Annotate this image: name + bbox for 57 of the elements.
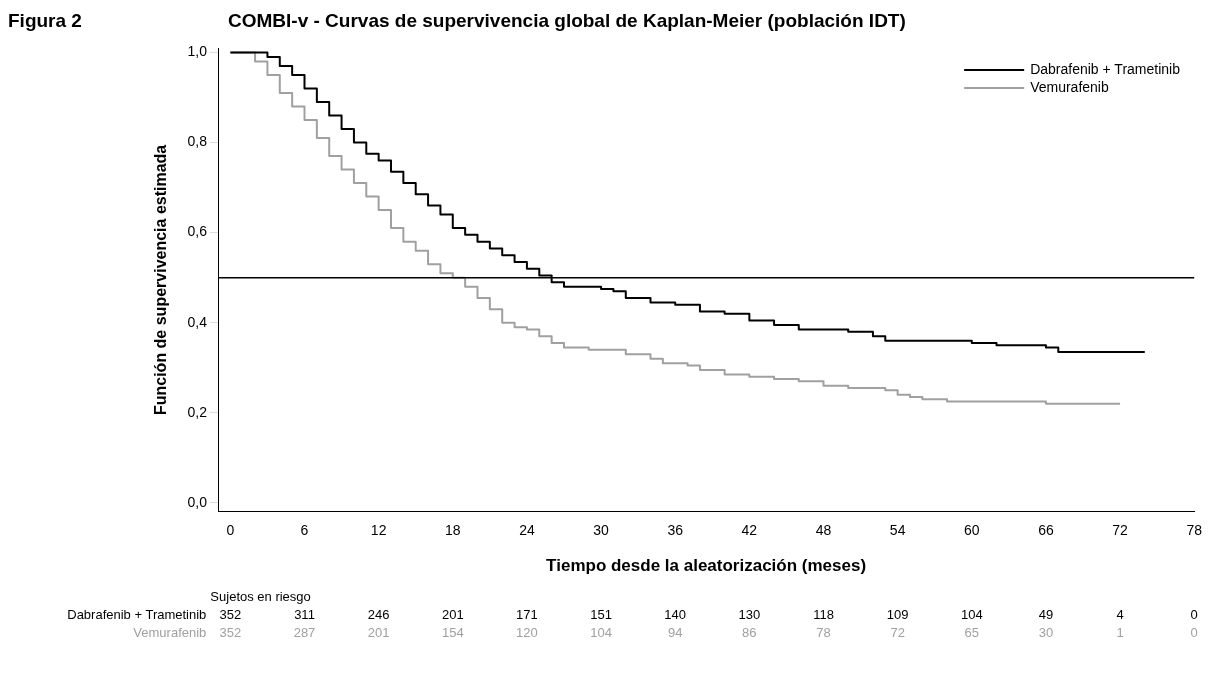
x-tick-label: 24 xyxy=(519,522,535,539)
text: 49 xyxy=(1038,606,1054,622)
text: Sujetos en riesgo xyxy=(210,588,311,604)
text: 287 xyxy=(293,624,316,640)
text: 311 xyxy=(294,606,315,622)
y-tick-label: 0,0 xyxy=(187,493,208,510)
text: 104 xyxy=(960,606,983,622)
text: 120 xyxy=(516,624,538,640)
x-tick-label: 48 xyxy=(815,522,832,539)
text: 246 xyxy=(367,606,390,622)
x-tick-label: 42 xyxy=(741,522,758,539)
x-tick-label: 60 xyxy=(964,522,980,539)
text: Dabrafenib + Trametinib xyxy=(67,606,207,622)
chart-subtitle: COMBI-v - Curvas de supervivencia global de Kaplan-Meier (población IDT) xyxy=(228,9,906,31)
y-tick-label: 1,0 xyxy=(187,43,208,60)
text: 118 xyxy=(813,606,834,622)
y-tick-label: 0,6 xyxy=(187,223,208,240)
text: 1 xyxy=(1116,624,1124,640)
text: 4 xyxy=(1116,606,1124,622)
x-tick-label: 0 xyxy=(226,522,235,539)
x-tick-label: 18 xyxy=(445,522,461,539)
text: 130 xyxy=(738,606,761,622)
text: 352 xyxy=(219,624,242,640)
x-tick-label: 30 xyxy=(593,522,610,539)
text: 86 xyxy=(742,624,757,640)
text: 352 xyxy=(219,606,242,622)
text: 65 xyxy=(964,624,980,640)
text: Figura 2 xyxy=(8,9,82,31)
text: 30 xyxy=(1038,624,1054,640)
text: 201 xyxy=(367,624,390,640)
x-tick-label: 72 xyxy=(1112,522,1129,539)
text: 171 xyxy=(516,606,538,622)
text: 72 xyxy=(890,624,905,640)
text: 0 xyxy=(1190,606,1198,622)
text: 104 xyxy=(590,624,612,640)
legend-label: Dabrafenib + Trametinib xyxy=(1030,60,1181,77)
legend-label: Vemurafenib xyxy=(1030,78,1109,95)
x-tick-label: 36 xyxy=(667,522,684,539)
x-tick-label: 78 xyxy=(1186,522,1203,539)
text: 154 xyxy=(441,624,464,640)
text: Vemurafenib xyxy=(133,624,207,640)
y-tick-label: 0,2 xyxy=(187,403,208,420)
x-tick-label: 6 xyxy=(300,522,309,539)
x-tick-label: 12 xyxy=(370,522,387,539)
text: 140 xyxy=(664,606,687,622)
text: 78 xyxy=(816,624,831,640)
text: 109 xyxy=(886,606,909,622)
text: 0 xyxy=(1190,624,1198,640)
x-tick-label: 66 xyxy=(1038,522,1054,539)
y-axis-title: Función de supervivencia estimada xyxy=(152,144,170,416)
text: 201 xyxy=(441,606,464,622)
x-axis-title: Tiempo desde la aleatorización (meses) xyxy=(546,556,867,576)
y-tick-label: 0,8 xyxy=(187,133,208,150)
x-tick-label: 54 xyxy=(889,522,906,539)
text: 94 xyxy=(667,624,683,640)
y-tick-label: 0,4 xyxy=(187,313,208,330)
text: 151 xyxy=(590,606,612,622)
